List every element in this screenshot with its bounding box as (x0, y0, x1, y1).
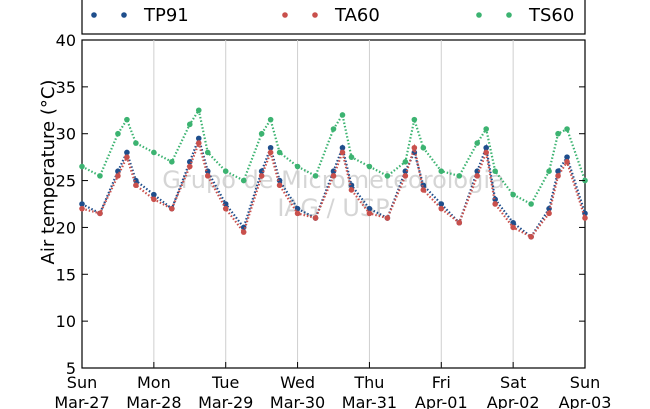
legend-entry-tp91: TP91 (91, 5, 189, 26)
x-tick-day-label: Mon (137, 373, 171, 392)
y-tick-label: 30 (56, 125, 76, 144)
series-trace (81, 107, 587, 206)
legend-marker (121, 12, 127, 18)
x-tick-date-label: Apr-01 (415, 393, 468, 409)
y-axis-label: Air temperature (°C) (38, 80, 59, 265)
legend-marker (282, 12, 288, 18)
series-trace (81, 139, 587, 239)
x-tick-date-label: Mar-31 (342, 393, 397, 409)
legend: TP91 TA60 TS60 (81, 0, 586, 35)
y-tick-label: 25 (56, 172, 76, 191)
legend-marker (91, 12, 97, 18)
x-tick-day-label: Fri (432, 373, 451, 392)
legend-label: TA60 (334, 5, 380, 26)
legend-marker (312, 12, 318, 18)
x-tick-date-label: Apr-03 (559, 393, 612, 409)
x-tick-day-label: Sat (500, 373, 526, 392)
data-point (267, 149, 274, 156)
legend-entry-ts60: TS60 (476, 5, 574, 26)
legend-marker (476, 12, 482, 18)
x-tick-day-label: Sun (67, 373, 97, 392)
x-tick-day-label: Thu (353, 373, 384, 392)
y-tick-label: 35 (56, 78, 76, 97)
data-point (420, 144, 427, 151)
legend-entry-ta60: TA60 (282, 5, 380, 26)
watermark-line: IAG / USP (277, 194, 389, 222)
x-tick-day-label: Sun (570, 373, 600, 392)
y-tick-label: 5 (66, 359, 76, 378)
y-tick-label: 20 (56, 218, 76, 237)
x-tick-date-label: Apr-02 (487, 393, 540, 409)
y-tick-label: 10 (56, 312, 76, 331)
data-point (546, 210, 552, 217)
legend-marker (506, 12, 512, 18)
x-tick-date-label: Mar-30 (270, 393, 325, 409)
x-tick-day-label: Tue (211, 373, 239, 392)
x-tick-date-label: Mar-29 (198, 393, 253, 409)
y-tick-label: 15 (56, 265, 76, 284)
x-tick-day-label: Wed (280, 373, 315, 392)
y-tick-label: 40 (56, 31, 76, 50)
data-point (186, 163, 193, 170)
series-trace (81, 134, 587, 239)
series-ta60 (79, 139, 588, 240)
legend-box (81, 0, 586, 35)
x-tick-date-label: Mar-27 (54, 393, 109, 409)
legend-label: TP91 (143, 5, 189, 26)
x-tick-date-label: Mar-28 (126, 393, 181, 409)
legend-label: TS60 (528, 5, 574, 26)
series-ts60 (79, 107, 588, 207)
